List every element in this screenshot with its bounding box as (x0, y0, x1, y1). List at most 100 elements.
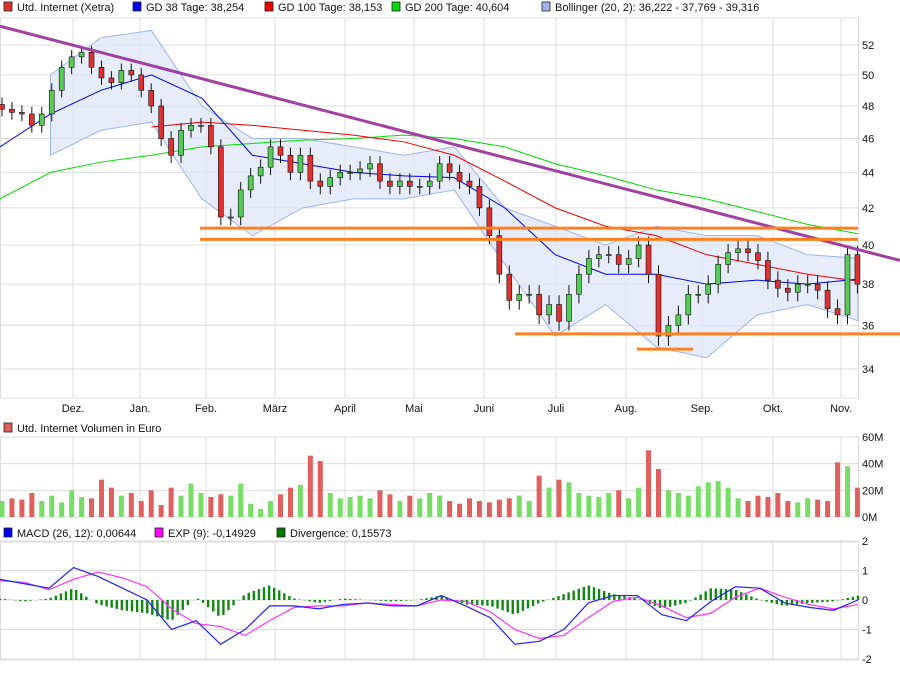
month-label: Nov. (830, 403, 852, 415)
legend-swatch (277, 528, 285, 537)
macd-tick-label: -2 (862, 654, 872, 666)
volume-bar (129, 493, 134, 517)
month-label: Feb. (195, 403, 217, 415)
volume-bar (706, 482, 711, 517)
volume-bar (39, 501, 44, 517)
candle (39, 107, 44, 133)
divergence-bar (532, 600, 534, 606)
candle-body (397, 181, 402, 186)
divergence-bar (217, 600, 219, 616)
volume-bar (348, 497, 353, 517)
volume-bar (755, 496, 760, 517)
macd-tick-label: 2 (862, 536, 868, 548)
divergence-bar (725, 589, 727, 600)
candle-body (785, 288, 790, 292)
macd-tick-label: -1 (862, 625, 872, 637)
divergence-bar (633, 598, 635, 600)
volume-bar (89, 498, 94, 517)
candle-body (576, 274, 581, 294)
divergence-bar (816, 600, 818, 602)
legend-label: GD 38 Tage: 38,254 (146, 2, 244, 14)
candle-body (218, 147, 223, 217)
volume-bar (696, 486, 701, 517)
divergence-bar (481, 600, 483, 605)
divergence-bar (578, 589, 580, 600)
volume-bar (49, 496, 54, 517)
volume-bar (159, 505, 164, 517)
candle-body (407, 181, 412, 186)
volume-bar (29, 493, 34, 517)
divergence-bar (29, 600, 31, 601)
divergence-bar (197, 599, 199, 600)
volume-bar (119, 496, 124, 517)
month-label: Aug. (615, 403, 638, 415)
volume-bar (368, 498, 373, 517)
divergence-bar (847, 598, 849, 600)
month-label: Mai (405, 403, 423, 415)
legend-swatch (4, 528, 12, 537)
candle-body (676, 315, 681, 326)
legend-label: Bollinger (20, 2): 36,222 - 37,769 - 39,… (555, 2, 759, 14)
volume-bar (268, 501, 273, 517)
divergence-bar (557, 596, 559, 600)
divergence-bar (202, 600, 204, 603)
candle-body (188, 125, 193, 130)
candle (29, 107, 34, 133)
volume-bar (258, 509, 263, 517)
divergence-bar (765, 600, 767, 602)
volume-tick-label: 60M (862, 432, 883, 444)
candle-body (258, 167, 263, 176)
candle-body (298, 155, 303, 172)
divergence-bar (344, 599, 346, 600)
volume-bar (457, 504, 462, 517)
divergence-bar (380, 600, 382, 601)
volume-bar (656, 469, 661, 517)
divergence-bar (75, 590, 77, 600)
volume-bar (746, 501, 751, 517)
divergence-bar (242, 595, 244, 600)
candle-body (815, 284, 820, 290)
divergence-bar (0, 599, 1, 600)
candle-body (377, 164, 382, 181)
price-tick-label: 34 (862, 364, 874, 376)
divergence-bar (339, 599, 341, 600)
candle-body (447, 164, 452, 173)
divergence-bar (811, 600, 813, 603)
legend-swatch (155, 528, 163, 537)
volume-bar (169, 488, 174, 517)
volume-bar (576, 493, 581, 517)
divergence-bar (126, 600, 128, 611)
candle-body (467, 181, 472, 186)
candle-body (566, 294, 571, 321)
divergence-bar (288, 596, 290, 600)
volume-bar (646, 450, 651, 517)
price-tick-label: 36 (862, 320, 874, 332)
divergence-bar (187, 600, 189, 605)
divergence-bar (65, 591, 67, 600)
volume-bar (417, 498, 422, 517)
volume-bar (387, 494, 392, 517)
volume-bar (298, 485, 303, 517)
divergence-bar (496, 600, 498, 609)
candle-body (507, 274, 512, 300)
volume-bar (517, 496, 522, 517)
divergence-bar (740, 592, 742, 600)
candle-body (358, 169, 363, 172)
candle-body (457, 172, 462, 181)
divergence-bar (314, 600, 316, 602)
candle-body (596, 255, 601, 259)
candle-body (805, 284, 810, 285)
candle-body (89, 52, 94, 67)
divergence-bar (527, 600, 529, 608)
divergence-bar (253, 591, 255, 600)
legend-label: EXP (9): -0,14929 (168, 528, 256, 540)
divergence-bar (207, 600, 209, 607)
volume-bar (537, 476, 542, 517)
legend-swatch (4, 423, 12, 432)
divergence-bar (136, 600, 138, 612)
candle-body (586, 259, 591, 275)
candle-body (537, 294, 542, 315)
candle-body (208, 125, 213, 146)
divergence-bar (821, 600, 823, 602)
candle-body (348, 172, 353, 173)
